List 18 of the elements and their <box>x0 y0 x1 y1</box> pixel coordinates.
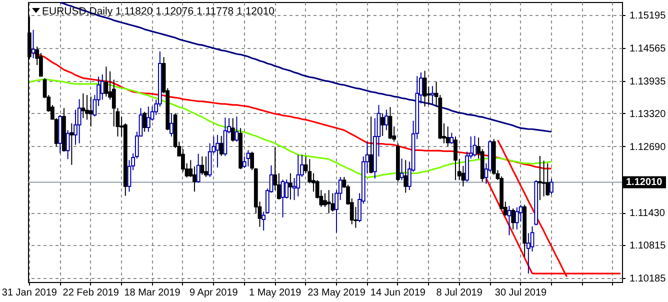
y-tick-label: 1.13320 <box>630 108 666 120</box>
x-tick-label: 23 May 2019 <box>308 288 366 298</box>
y-tick-label: 1.12690 <box>630 142 666 153</box>
y-tick-label: 1.10815 <box>630 240 666 252</box>
y-tick-label: 1.11430 <box>630 208 666 220</box>
y-tick-label: 1.10185 <box>630 274 666 285</box>
x-tick-label: 14 Jun 2019 <box>370 288 426 298</box>
x-tick-label: 30 Jul 2019 <box>494 288 548 298</box>
y-tick-label: 1.15195 <box>630 10 666 22</box>
ref-line-label: 1.12010 <box>626 177 663 188</box>
x-tick-label: 9 Apr 2019 <box>189 288 238 298</box>
x-tick-label: 8 Jul 2019 <box>436 288 483 298</box>
y-tick-label: 1.13935 <box>630 76 666 88</box>
y-tick-label: 1.14565 <box>630 43 666 54</box>
x-tick-label: 1 May 2019 <box>248 288 302 298</box>
x-tick-label: 22 Feb 2019 <box>62 288 120 298</box>
x-tick-label: 18 Mar 2019 <box>124 288 181 298</box>
x-tick-label: 31 Jan 2019 <box>2 288 58 298</box>
